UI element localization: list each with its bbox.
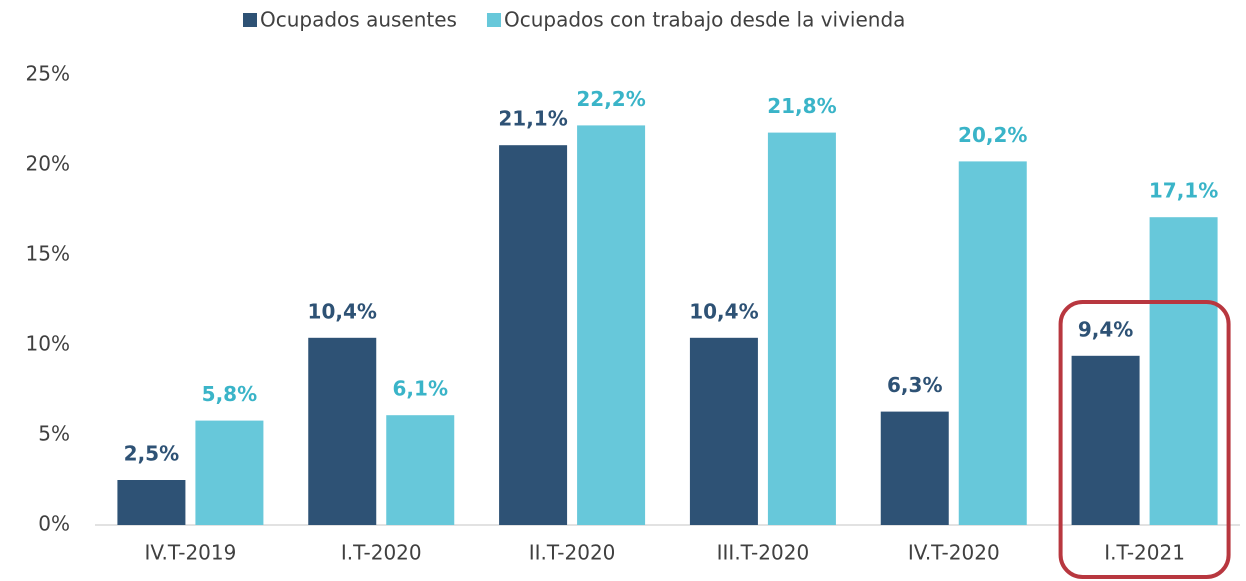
bar xyxy=(308,337,377,525)
y-tick-label: 5% xyxy=(38,422,70,446)
y-tick-label: 0% xyxy=(38,512,70,536)
bar xyxy=(386,415,455,525)
value-label: 21,8% xyxy=(767,94,836,118)
value-label: 21,1% xyxy=(498,107,567,131)
value-label: 10,4% xyxy=(689,299,758,323)
value-label: 2,5% xyxy=(124,442,179,466)
legend-swatch xyxy=(486,13,501,27)
bar xyxy=(1071,355,1140,525)
x-tick-label: I.T-2021 xyxy=(1104,541,1185,565)
x-tick-label: IV.T-2019 xyxy=(144,541,236,565)
x-tick-label: III.T-2020 xyxy=(717,541,810,565)
y-tick-label: 10% xyxy=(26,332,70,356)
legend-swatch xyxy=(243,13,257,27)
bar xyxy=(195,420,264,525)
x-tick-label: IV.T-2020 xyxy=(908,541,1000,565)
bar xyxy=(767,132,836,525)
y-tick-label: 15% xyxy=(26,242,70,266)
x-tick-label: I.T-2020 xyxy=(341,541,422,565)
bar xyxy=(577,125,646,526)
bar xyxy=(880,411,949,525)
value-label: 10,4% xyxy=(308,299,377,323)
bar xyxy=(1149,217,1218,525)
x-tick-label: II.T-2020 xyxy=(529,541,616,565)
value-label: 22,2% xyxy=(576,87,645,111)
bar xyxy=(689,337,758,525)
bar xyxy=(958,161,1027,525)
value-label: 9,4% xyxy=(1078,317,1133,341)
y-tick-label: 20% xyxy=(26,152,70,176)
value-label: 5,8% xyxy=(202,382,257,406)
legend-label: Ocupados con trabajo desde la vivienda xyxy=(504,8,905,32)
y-tick-label: 25% xyxy=(26,62,70,86)
bar xyxy=(117,480,186,525)
value-label: 6,3% xyxy=(887,373,942,397)
value-label: 17,1% xyxy=(1149,179,1218,203)
highlight-box xyxy=(1058,300,1231,579)
value-label: 20,2% xyxy=(958,123,1027,147)
bar xyxy=(499,145,568,525)
value-label: 6,1% xyxy=(393,377,448,401)
legend-label: Ocupados ausentes xyxy=(260,8,457,32)
